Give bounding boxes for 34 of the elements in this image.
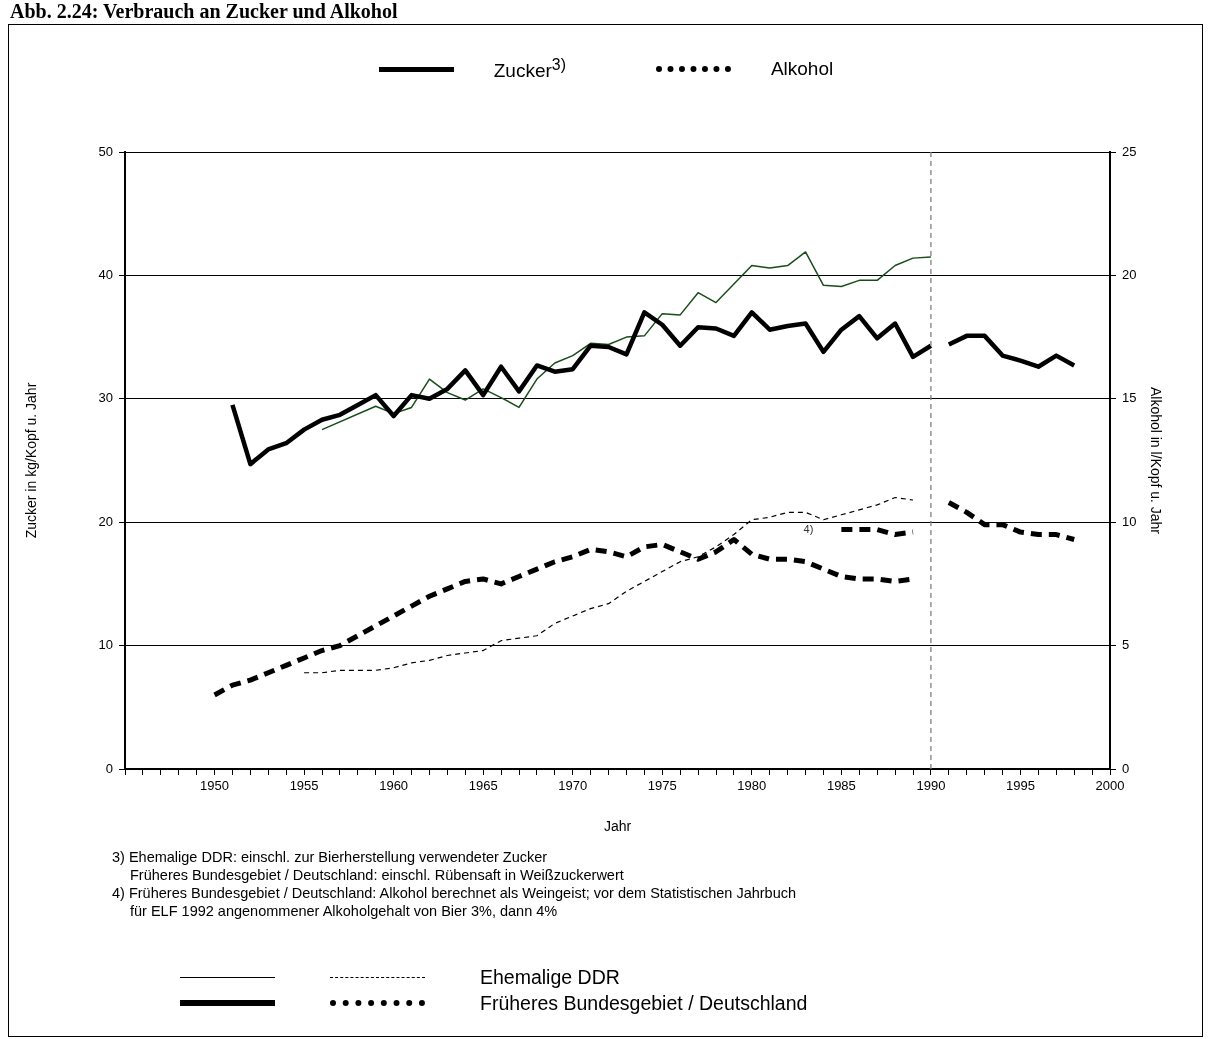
- y-tick-label: 50: [98, 143, 113, 159]
- x-tick-label: 1990: [916, 778, 946, 794]
- y-tick-label: 20: [98, 513, 113, 529]
- y2-tick-label: 20: [1122, 266, 1137, 282]
- y2-axis-title: Alkohol in l/Kopf u. Jahr: [1147, 386, 1164, 535]
- x-tick-label: 1960: [379, 778, 409, 794]
- x-tick-label: 1980: [737, 778, 767, 794]
- x-tick-label: 2000: [1095, 778, 1125, 794]
- x-tick-label: 1995: [1005, 778, 1035, 794]
- y-axis-title: Zucker in kg/Kopf u. Jahr: [23, 382, 40, 539]
- x-tick-label: 1950: [200, 778, 230, 794]
- text: 4) Früheres Bundesgebiet / Deutschland: Alkohol berechnet als Weingeist; vor dem Statistischen Jahrbuch für ELF 1992 angenommener Alkoholgehalt von Bier 3%, dann 4%: [112, 884, 797, 920]
- y2-tick-label: 15: [1122, 390, 1137, 406]
- y-tick-label: 0: [105, 760, 113, 776]
- x-tick-label: 1965: [468, 778, 498, 794]
- y2-tick-label: 0: [1122, 760, 1130, 776]
- x-tick-label: 1955: [289, 778, 319, 794]
- legend-label: Alkohol: [770, 58, 834, 81]
- x-tick-label: 1970: [558, 778, 588, 794]
- y-tick-label: 30: [98, 390, 113, 406]
- y-tick-label: 10: [98, 637, 113, 653]
- text: 3) Ehemalige DDR: einschl. zur Bierherstellung verwendeter Zucker Früheres Bundesgebiet / Deutschland: einschl. Rübensaft in Weißzuckerwert: [112, 848, 625, 884]
- chart-title: Abb. 2.24: Verbrauch an Zucker und Alkohol: [10, 0, 398, 23]
- x-tick-label: 1985: [826, 778, 856, 794]
- text: Früheres Bundesgebiet / Deutschland: [480, 991, 808, 1015]
- y-tick-label: 40: [98, 266, 113, 282]
- text: Ehemalige DDR: [480, 965, 620, 989]
- x-axis-title: Jahr: [603, 818, 632, 835]
- x-tick-label: 1975: [647, 778, 677, 794]
- y2-tick-label: 5: [1122, 637, 1130, 653]
- y2-tick-label: 25: [1122, 143, 1137, 159]
- y2-tick-label: 10: [1122, 513, 1137, 529]
- legend-label: Zucker$^{3)}$: [493, 56, 566, 83]
- annotation: 4): [803, 522, 814, 535]
